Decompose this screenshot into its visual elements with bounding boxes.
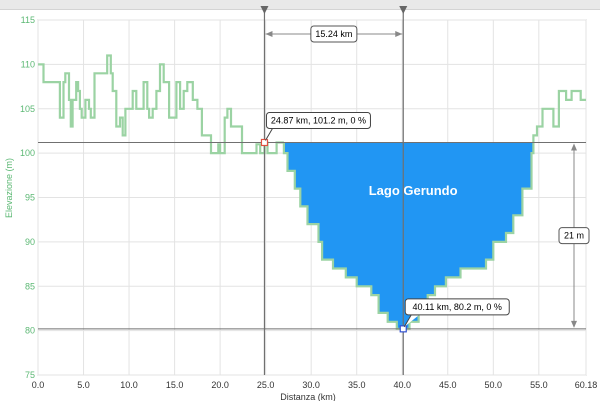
cursor-handle-icon[interactable] xyxy=(260,6,269,14)
x-tick-label: 60.18 xyxy=(575,380,598,390)
y-tick-label: 75 xyxy=(25,370,35,380)
height-span-box xyxy=(558,227,590,245)
x-tick-label: 35.0 xyxy=(348,380,366,390)
x-tick-label: 5.0 xyxy=(77,380,90,390)
x-tick-labels: 0.0 5.0 10.0 15.0 20.0 25.0 30.0 35.0 40.0 45.0 50… xyxy=(32,380,598,390)
cursor-handle-icon[interactable] xyxy=(399,6,408,14)
window-top-bar xyxy=(0,0,600,10)
callout-box xyxy=(265,111,371,129)
x-axis-label: Distanza (km) xyxy=(280,392,336,401)
arrow-down-icon xyxy=(571,320,577,328)
y-tick-label: 115 xyxy=(21,15,35,25)
callout-box xyxy=(404,298,510,316)
lake-label: Lago Gerundo xyxy=(369,183,458,198)
y-tick-label: 85 xyxy=(25,281,35,291)
arrow-up-icon xyxy=(571,143,577,151)
x-tick-label: 20.0 xyxy=(211,380,229,390)
callout-label: 24.87 km, 101.2 m, 0 % xyxy=(271,115,366,125)
distance-span-label: 15.24 km xyxy=(315,29,352,39)
callout-label: 40.11 km, 80.2 m, 0 % xyxy=(413,302,502,312)
y-tick-label: 80 xyxy=(25,326,35,336)
y-tick-label: 95 xyxy=(25,193,35,203)
x-tick-label: 50.0 xyxy=(485,380,503,390)
y-tick-label: 105 xyxy=(20,104,35,114)
distance-span-box xyxy=(310,25,358,43)
y-tick-label: 100 xyxy=(20,148,35,158)
x-tick-label: 45.0 xyxy=(439,380,457,390)
x-tick-label: 15.0 xyxy=(166,380,184,390)
lake-area: Lago Gerundo xyxy=(283,142,534,329)
point-marker[interactable] xyxy=(399,325,407,333)
y-tick-label: 90 xyxy=(25,237,35,247)
arrow-right-icon xyxy=(395,31,403,37)
x-tick-label: 0.0 xyxy=(32,380,45,390)
lake-shore-left xyxy=(282,142,404,330)
height-span-label: 21 m xyxy=(564,231,584,241)
y-axis-label: Elevazione (m) xyxy=(4,158,14,218)
x-tick-label: 10.0 xyxy=(120,380,138,390)
x-tick-label: 55.0 xyxy=(530,380,548,390)
x-tick-label: 30.0 xyxy=(302,380,320,390)
profile-line-east xyxy=(532,89,586,143)
lake-fill xyxy=(283,142,534,329)
x-tick-label: 40.0 xyxy=(393,380,411,390)
measure-overlay: 15.24 km 21 m 24.87 km, 101.2 m, 0 % 40.11 … xyxy=(38,6,590,375)
profile-line-west xyxy=(38,54,266,155)
arrow-left-icon xyxy=(265,31,273,37)
y-tick-labels: 75 80 85 90 95 100 105 110 115 xyxy=(20,15,35,380)
point-marker[interactable] xyxy=(260,138,269,147)
y-tick-label: 110 xyxy=(21,59,35,69)
x-tick-label: 25.0 xyxy=(257,380,275,390)
